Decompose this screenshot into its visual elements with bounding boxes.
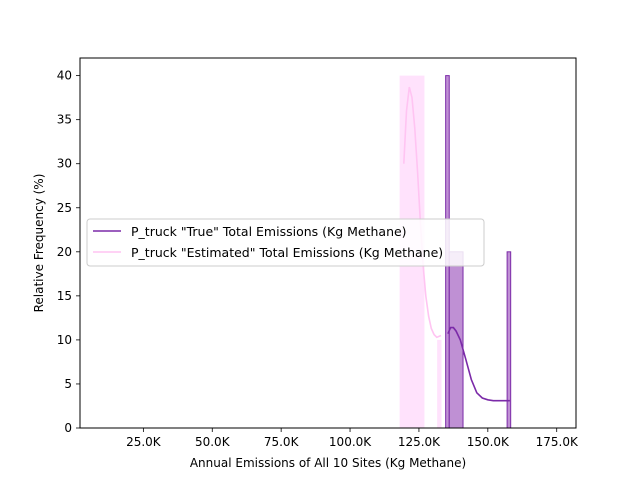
legend-label-estimated: P_truck "Estimated" Total Emissions (Kg …: [131, 245, 443, 260]
y-tick-label: 0: [64, 421, 72, 435]
y-axis-ticks: 0 5 10 15 20 25 30 35 40: [57, 69, 80, 435]
x-tick-label: 100.0K: [329, 435, 372, 449]
x-axis-label: Annual Emissions of All 10 Sites (Kg Met…: [190, 456, 466, 470]
legend: P_truck "True" Total Emissions (Kg Metha…: [86, 218, 485, 267]
x-tick-label: 25.0K: [126, 435, 162, 449]
x-tick-label: 150.0K: [467, 435, 510, 449]
y-tick-label: 35: [57, 113, 72, 127]
bar-true-3: [506, 251, 512, 429]
y-tick-label: 10: [57, 333, 72, 347]
x-tick-label: 175.0K: [536, 435, 579, 449]
plot-frame: [79, 57, 577, 429]
x-tick-label: 75.0K: [264, 435, 300, 449]
x-tick-label: 125.0K: [398, 435, 441, 449]
y-axis-label: Relative Frequency (%): [32, 174, 46, 313]
y-tick-label: 40: [57, 69, 72, 83]
y-tick-label: 15: [57, 289, 72, 303]
y-tick-label: 20: [57, 245, 72, 259]
x-axis-ticks: 25.0K 50.0K 75.0K 100.0K 125.0K 150.0K 175.0K: [126, 428, 579, 449]
kde-line-true: [447, 326, 510, 402]
y-tick-label: 25: [57, 201, 72, 215]
legend-box: [86, 218, 485, 267]
x-tick-label: 50.0K: [195, 435, 231, 449]
y-tick-label: 5: [64, 377, 72, 391]
bar-estimated-2: [437, 339, 442, 428]
y-tick-label: 30: [57, 157, 72, 171]
legend-label-true: P_truck "True" Total Emissions (Kg Metha…: [131, 224, 407, 239]
